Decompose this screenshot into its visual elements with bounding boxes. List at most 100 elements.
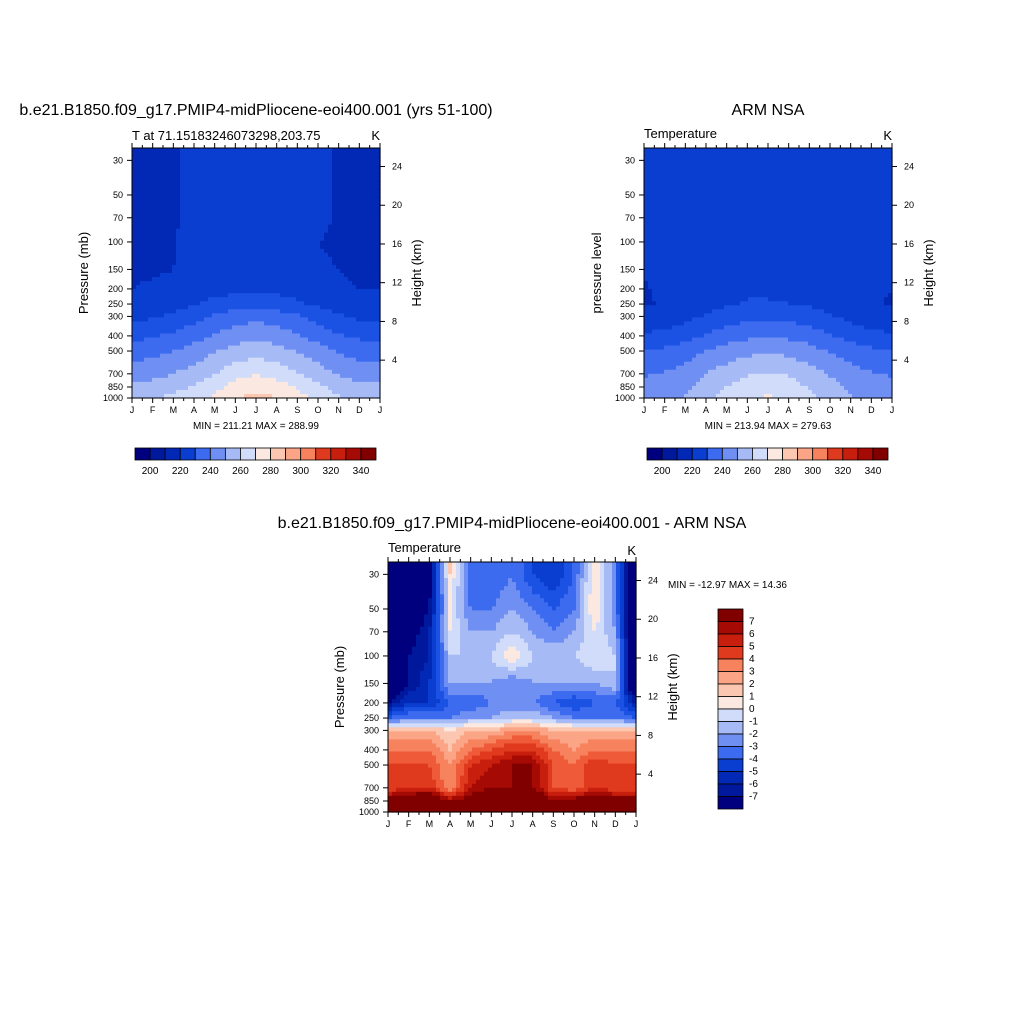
- contour-cell: [364, 172, 369, 177]
- contour-cell: [312, 212, 317, 218]
- contour-cell: [364, 264, 369, 270]
- contour-cell: [328, 361, 333, 367]
- contour-cell: [252, 184, 257, 189]
- contour-cell: [328, 277, 333, 282]
- contour-cell: [692, 180, 697, 185]
- contour-cell: [740, 172, 745, 177]
- contour-cell: [196, 389, 201, 395]
- contour-cell: [272, 301, 277, 306]
- contour-cell: [240, 313, 245, 318]
- contour-cell: [140, 220, 145, 226]
- contour-cell: [784, 180, 789, 185]
- contour-cell: [176, 313, 181, 318]
- contour-cell: [224, 244, 229, 250]
- contour-cell: [220, 224, 225, 230]
- contour-cell: [228, 192, 233, 197]
- contour-cell: [280, 393, 285, 399]
- contour-cell: [204, 277, 209, 282]
- contour-cell: [852, 200, 857, 206]
- contour-cell: [744, 204, 749, 210]
- contour-cell: [776, 188, 781, 193]
- contour-cell: [220, 365, 225, 371]
- contour-cell: [680, 184, 685, 189]
- contour-cell: [132, 389, 137, 395]
- contour-cell: [312, 168, 317, 173]
- contour-cell: [232, 301, 237, 306]
- contour-cell: [348, 200, 353, 206]
- contour-cell: [672, 196, 677, 202]
- contour-cell: [244, 264, 249, 270]
- contour-cell: [312, 333, 317, 339]
- contour-cell: [332, 220, 337, 226]
- contour-cell: [664, 168, 669, 173]
- contour-cell: [780, 188, 785, 193]
- contour-cell: [848, 188, 853, 193]
- contour-cell: [648, 160, 653, 165]
- contour-cell: [300, 168, 305, 173]
- contour-cell: [188, 192, 193, 197]
- contour-cell: [320, 224, 325, 230]
- contour-cell: [264, 216, 269, 222]
- contour-cell: [316, 393, 321, 399]
- contour-cell: [132, 204, 137, 210]
- contour-cell: [208, 268, 213, 274]
- contour-cell: [652, 152, 657, 157]
- contour-cell: [376, 248, 381, 254]
- contour-cell: [172, 268, 177, 274]
- contour-cell: [180, 377, 185, 383]
- contour-cell: [192, 345, 197, 351]
- contour-cell: [272, 260, 277, 266]
- contour-cell: [808, 156, 813, 161]
- contour-cell: [360, 309, 365, 314]
- contour-cell: [232, 305, 237, 310]
- contour-cell: [256, 224, 261, 230]
- contour-cell: [292, 341, 297, 347]
- contour-cell: [644, 156, 649, 161]
- contour-cell: [268, 260, 273, 266]
- contour-cell: [316, 168, 321, 173]
- contour-cell: [160, 172, 165, 177]
- contour-cell: [328, 341, 333, 347]
- contour-cell: [152, 196, 157, 202]
- contour-cell: [264, 361, 269, 367]
- contour-cell: [816, 160, 821, 165]
- contour-cell: [288, 252, 293, 258]
- contour-cell: [696, 152, 701, 157]
- contour-cell: [684, 160, 689, 165]
- contour-cell: [260, 244, 265, 250]
- contour-cell: [280, 148, 285, 153]
- contour-cell: [712, 164, 717, 169]
- contour-cell: [656, 152, 661, 157]
- contour-cell: [244, 176, 249, 181]
- contour-cell: [376, 381, 381, 387]
- contour-cell: [648, 148, 653, 153]
- contour-cell: [160, 220, 165, 226]
- contour-cell: [308, 176, 313, 181]
- contour-cell: [364, 301, 369, 306]
- contour-cell: [284, 345, 289, 351]
- contour-cell: [196, 168, 201, 173]
- contour-cell: [268, 152, 273, 157]
- contour-cell: [192, 377, 197, 383]
- contour-cell: [812, 164, 817, 169]
- contour-cell: [820, 156, 825, 161]
- contour-cell: [808, 172, 813, 177]
- contour-cell: [288, 285, 293, 290]
- contour-cell: [192, 248, 197, 254]
- contour-cell: [288, 188, 293, 193]
- contour-cell: [344, 148, 349, 153]
- contour-cell: [280, 329, 285, 335]
- contour-cell: [340, 385, 345, 391]
- contour-cell: [344, 341, 349, 347]
- contour-cell: [820, 180, 825, 185]
- contour-cell: [372, 385, 377, 391]
- contour-cell: [176, 200, 181, 206]
- contour-cell: [324, 353, 329, 359]
- contour-cell: [164, 244, 169, 250]
- contour-cell: [656, 192, 661, 197]
- contour-cell: [252, 353, 257, 359]
- contour-cell: [688, 164, 693, 169]
- panel-model-y2-label: Height (km): [409, 239, 424, 306]
- contour-cell: [236, 232, 241, 238]
- contour-cell: [308, 220, 313, 226]
